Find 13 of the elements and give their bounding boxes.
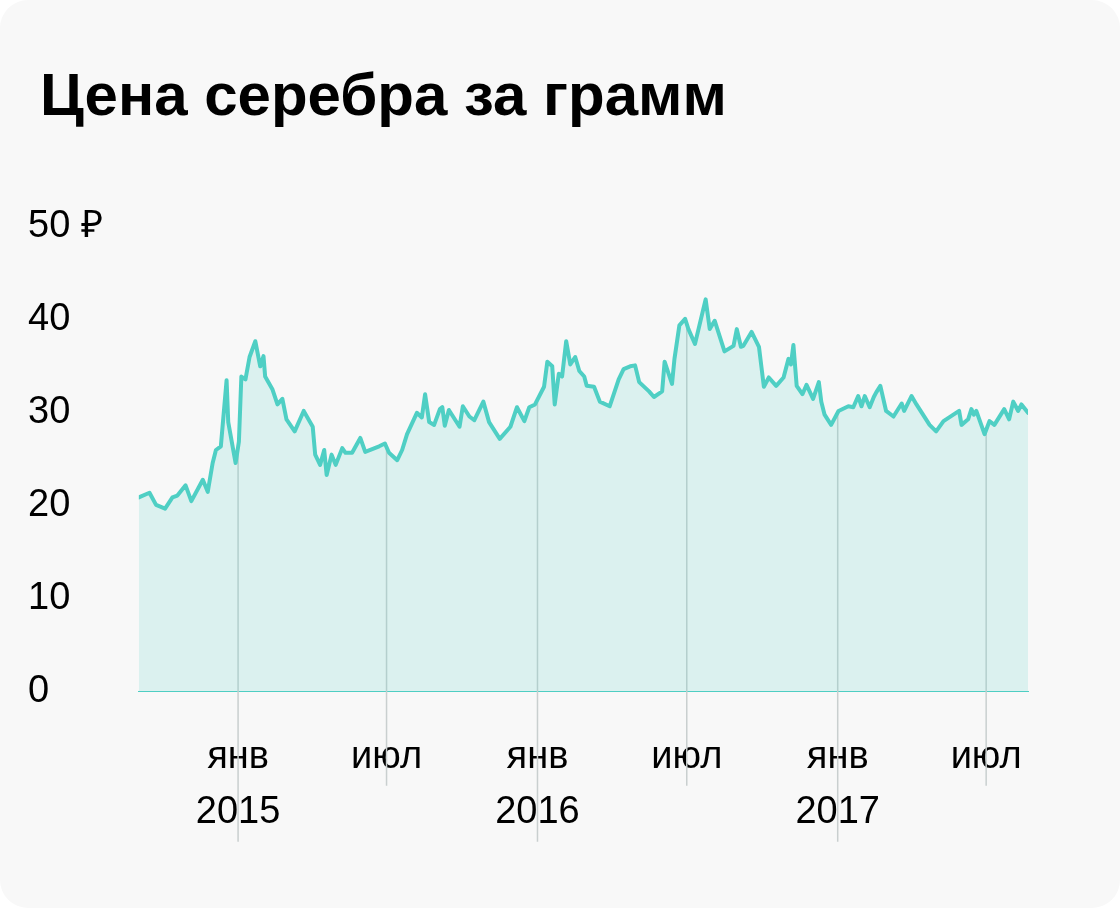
y-tick-label: 40	[28, 296, 71, 339]
x-tick-label: июл	[351, 733, 423, 776]
chart-title: Цена серебра за грамм	[40, 61, 727, 128]
x-tick-label: янв 2017	[795, 733, 880, 831]
x-tick-label: янв 2015	[195, 733, 281, 831]
x-tick-label: янв 2016	[495, 733, 580, 831]
x-tick-label: июл	[950, 733, 1022, 776]
y-tick-label: 50 ₽	[28, 203, 103, 246]
y-tick-label: 10	[28, 575, 71, 618]
y-tick-label: 20	[28, 482, 71, 525]
y-tick-label: 30	[28, 389, 71, 432]
x-tick-label: июл	[651, 733, 723, 776]
y-tick-label: 0	[28, 668, 50, 711]
